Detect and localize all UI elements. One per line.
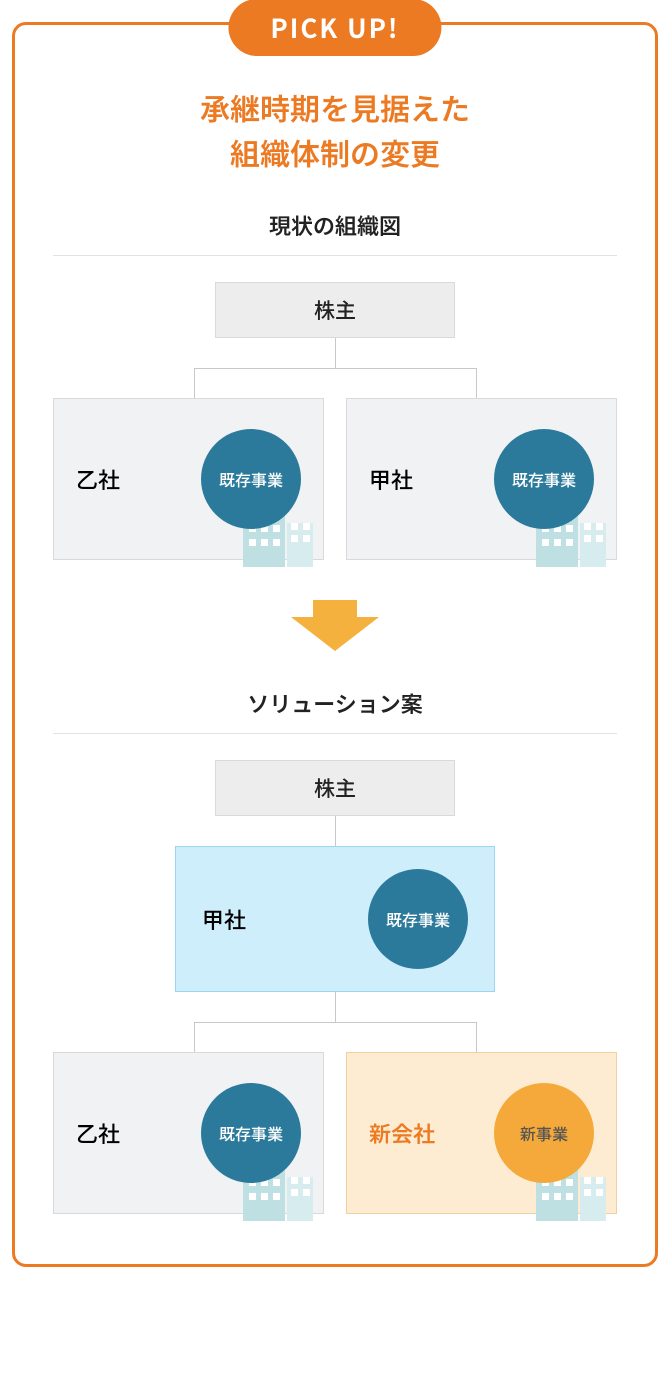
- business-circle: 既存事業: [201, 1083, 301, 1183]
- connector-split-1: [53, 338, 617, 398]
- company-name: 甲社: [202, 903, 246, 935]
- company-otsu-1: 乙社 既存事業: [53, 398, 324, 560]
- chart-current: 株主 乙社 既存事業 甲社 既存事業: [53, 282, 617, 560]
- business-circle: 既存事業: [368, 869, 468, 969]
- shareholder-box-1: 株主: [215, 282, 455, 338]
- business-circle: 既存事業: [201, 429, 301, 529]
- main-title: 承継時期を見据えた 組織体制の変更: [53, 85, 617, 175]
- row-companies-2: 乙社 既存事業 新会社 新事業: [53, 1052, 617, 1214]
- section1-heading: 現状の組織図: [53, 209, 617, 256]
- business-circle: 既存事業: [494, 429, 594, 529]
- title-line-1: 承継時期を見据えた: [200, 85, 470, 129]
- company-otsu-2: 乙社 既存事業: [53, 1052, 324, 1214]
- pickup-frame: PICK UP! 承継時期を見据えた 組織体制の変更 現状の組織図 株主 乙社 …: [12, 22, 658, 1267]
- company-new: 新会社 新事業: [346, 1052, 617, 1214]
- connector-split-2: [53, 992, 617, 1052]
- title-line-2: 組織体制の変更: [230, 130, 440, 174]
- business-circle: 新事業: [494, 1083, 594, 1183]
- chart-solution: 株主 甲社 既存事業 乙社 既存事業 新会社: [53, 760, 617, 1214]
- row-companies-1: 乙社 既存事業 甲社 既存事業: [53, 398, 617, 560]
- company-name: 乙社: [76, 463, 120, 495]
- company-name: 甲社: [369, 463, 413, 495]
- connector-single-1: [335, 816, 336, 846]
- section2-heading: ソリューション案: [53, 687, 617, 734]
- shareholder-box-2: 株主: [215, 760, 455, 816]
- arrow-down-icon: [53, 600, 617, 651]
- pickup-badge: PICK UP!: [228, 0, 441, 56]
- company-kou-1: 甲社 既存事業: [346, 398, 617, 560]
- company-kou-parent: 甲社 既存事業: [175, 846, 495, 992]
- company-name: 新会社: [369, 1117, 435, 1149]
- company-name: 乙社: [76, 1117, 120, 1149]
